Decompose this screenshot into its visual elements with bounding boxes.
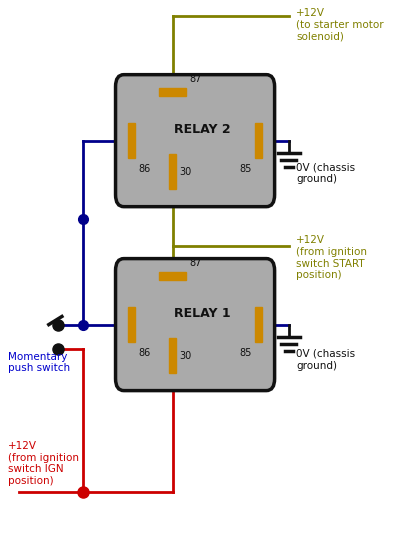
Bar	[256, 307, 262, 342]
Bar	[169, 338, 176, 373]
FancyBboxPatch shape	[115, 259, 275, 391]
Bar	[160, 272, 186, 280]
Text: 30: 30	[179, 351, 192, 361]
Text: RELAY 2: RELAY 2	[174, 123, 231, 136]
Text: 86: 86	[139, 347, 151, 358]
Text: 87: 87	[189, 258, 202, 268]
Bar	[128, 307, 135, 342]
Text: 86: 86	[139, 163, 151, 174]
Text: +12V
(from ignition
switch IGN
position): +12V (from ignition switch IGN position)	[8, 441, 78, 486]
Text: 0V (chassis
ground): 0V (chassis ground)	[297, 162, 355, 184]
FancyBboxPatch shape	[115, 75, 275, 207]
Bar	[160, 88, 186, 96]
Text: Momentary
push switch: Momentary push switch	[8, 352, 70, 373]
Text: 85: 85	[239, 347, 252, 358]
Bar	[128, 123, 135, 158]
Text: +12V
(to starter motor
solenoid): +12V (to starter motor solenoid)	[297, 8, 384, 41]
Text: RELAY 1: RELAY 1	[174, 307, 231, 320]
Text: +12V
(from ignition
switch START
position): +12V (from ignition switch START positio…	[297, 235, 367, 280]
Text: 30: 30	[179, 167, 192, 177]
Bar	[256, 123, 262, 158]
Text: 0V (chassis
ground): 0V (chassis ground)	[297, 349, 355, 371]
Text: 85: 85	[239, 163, 252, 174]
Bar	[169, 154, 176, 189]
Text: 87: 87	[189, 74, 202, 84]
